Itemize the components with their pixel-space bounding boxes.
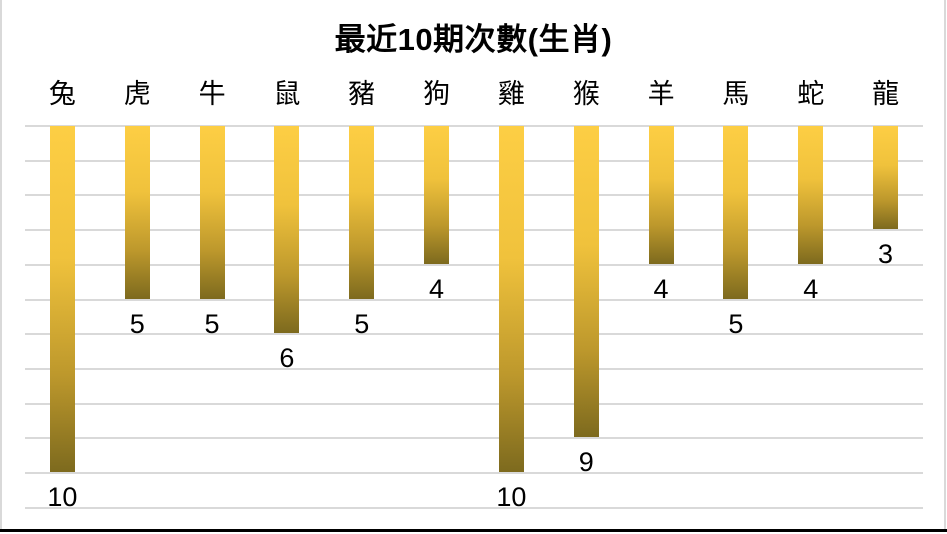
chart-frame-left-border [0,0,2,530]
plot-area: 兔 10 虎 5 牛 5 鼠 6 豬 5 狗 4 雞 10 猴 9 羊 [25,0,923,534]
value-label: 9 [578,447,594,478]
value-label: 4 [653,273,669,304]
category-label: 豬 [348,79,376,109]
bar [873,126,899,230]
category-label: 牛 [198,79,226,109]
value-label: 3 [878,239,894,270]
bar [124,126,150,299]
gridline [25,367,923,370]
bar [573,126,599,438]
category-label: 狗 [423,79,451,109]
bar [798,126,824,264]
bar [648,126,674,264]
gridline [25,125,923,127]
category-label: 蛇 [797,79,825,109]
chart-frame-right-border [944,0,946,530]
category-label: 龍 [872,79,900,109]
bar [349,126,375,299]
gridline [25,298,923,301]
bar [199,126,225,299]
chart-column: 蛇 4 [773,0,848,534]
value-label: 5 [129,308,145,339]
chart-column: 狗 4 [399,0,474,534]
bar [49,126,75,472]
gridline [25,229,923,232]
gridline [25,437,923,440]
gridline [25,333,923,336]
value-label: 5 [354,308,370,339]
chart-column: 鼠 6 [250,0,325,534]
value-label: 6 [279,343,295,374]
chart-column: 馬 5 [699,0,774,534]
bar [424,126,450,264]
chart-column: 牛 5 [175,0,250,534]
value-label: 4 [429,273,445,304]
gridline [25,159,923,162]
chart-column: 龍 3 [848,0,923,534]
category-label: 羊 [647,79,675,109]
category-label: 虎 [123,79,151,109]
value-label: 5 [728,308,744,339]
value-label: 4 [803,273,819,304]
value-label: 10 [496,482,527,512]
category-label: 鼠 [273,79,301,109]
category-label: 雞 [497,79,525,109]
gridline [25,472,923,474]
chart-column: 雞 10 [474,0,549,534]
gridline [25,194,923,197]
chart-column: 猴 9 [549,0,624,534]
chart-column: 虎 5 [100,0,175,534]
value-label: 10 [47,482,78,512]
value-label: 5 [204,308,220,339]
bottom-border-line [0,529,947,532]
bar [723,126,749,299]
chart-column: 兔 10 [25,0,100,534]
category-label: 兔 [48,79,76,109]
bar [274,126,300,334]
gridline [25,402,923,405]
chart-column: 豬 5 [324,0,399,534]
chart-column: 羊 4 [624,0,699,534]
bar [498,126,524,472]
category-label: 猴 [572,79,600,109]
chart-title: 最近10期次數(生肖) [334,22,613,57]
category-label: 馬 [722,79,750,109]
gridline [25,506,923,509]
gridline [25,263,923,266]
